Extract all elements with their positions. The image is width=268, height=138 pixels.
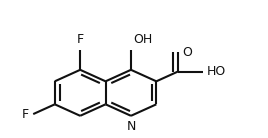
Text: N: N (126, 120, 136, 133)
Text: F: F (77, 33, 84, 46)
Text: F: F (22, 108, 29, 121)
Text: OH: OH (134, 33, 153, 46)
Text: O: O (182, 46, 192, 59)
Text: HO: HO (207, 65, 226, 78)
